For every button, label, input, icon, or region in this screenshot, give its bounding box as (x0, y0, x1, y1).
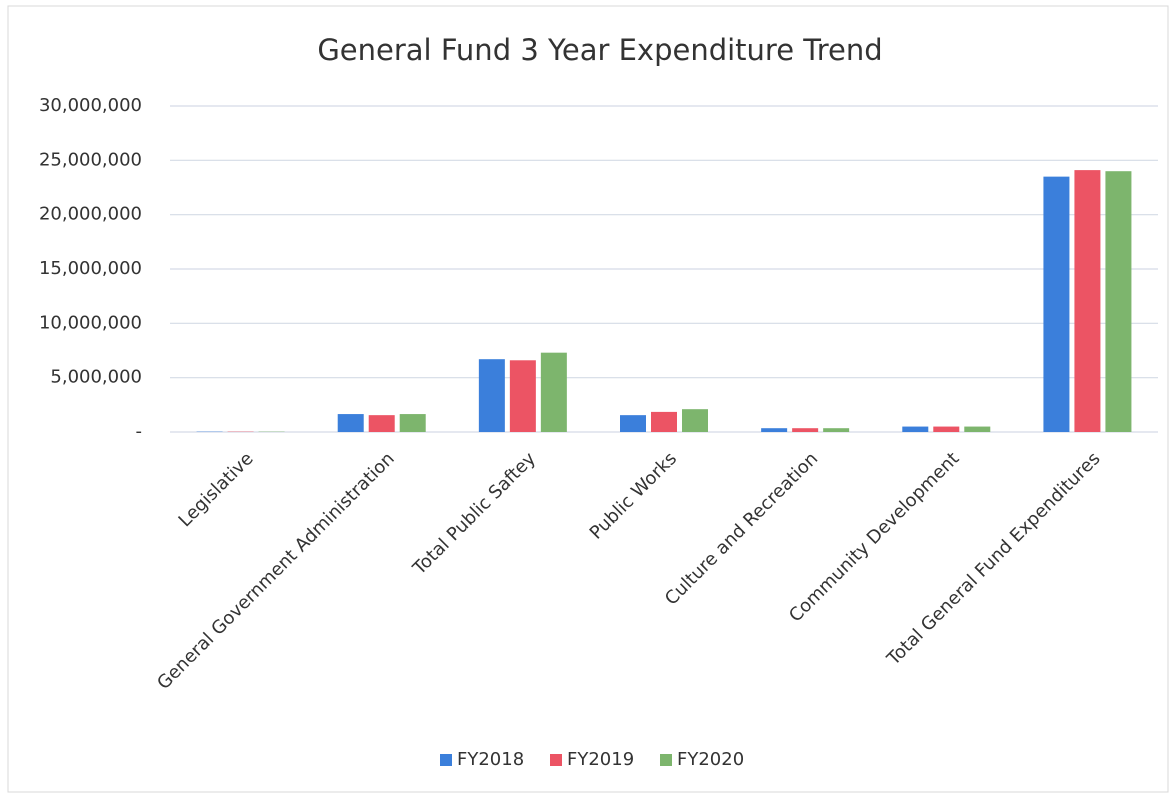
bar (761, 428, 788, 432)
bar (902, 426, 929, 432)
bar (540, 352, 567, 432)
legend-label: FY2018 (457, 749, 524, 770)
bar (509, 360, 536, 432)
x-tick-label: Public Works (586, 448, 681, 543)
x-tick-label: Total Public Saftey (408, 448, 540, 580)
y-tick-label: 20,000,000 (39, 204, 142, 225)
y-tick-label: 25,000,000 (39, 149, 142, 170)
x-tick-label: Legislative (175, 448, 258, 531)
legend-swatch (660, 754, 672, 766)
bar (478, 359, 505, 432)
x-tick-label: Community Development (785, 448, 963, 626)
y-tick-label: 10,000,000 (39, 312, 142, 333)
bar (1074, 170, 1101, 432)
y-tick-label: - (136, 421, 143, 442)
x-tick-label: Culture and Recreation (661, 448, 822, 609)
legend-label: FY2019 (567, 749, 634, 770)
y-tick-label: 15,000,000 (39, 258, 142, 279)
bar (337, 414, 364, 432)
bar (651, 411, 677, 432)
bar (792, 428, 819, 432)
bar (1043, 176, 1070, 432)
y-tick-label: 5,000,000 (50, 367, 142, 388)
bar (368, 415, 395, 432)
legend-label: FY2020 (677, 749, 744, 770)
bar (964, 426, 991, 432)
bar (399, 414, 426, 432)
bar (1105, 171, 1132, 432)
chart-border (7, 5, 1169, 793)
bar (933, 426, 960, 432)
chart-title: General Fund 3 Year Expenditure Trend (317, 33, 882, 67)
bar (620, 415, 646, 432)
legend-swatch (550, 754, 562, 766)
bar (823, 428, 850, 432)
legend-swatch (440, 754, 452, 766)
y-tick-label: 30,000,000 (39, 95, 142, 116)
bar (682, 409, 708, 432)
x-tick-label: General Government Administration (153, 448, 399, 694)
